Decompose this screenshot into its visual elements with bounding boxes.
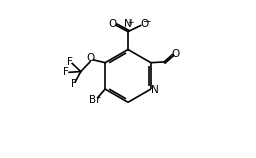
Text: Br: Br: [89, 95, 100, 105]
Text: N: N: [124, 19, 132, 30]
Text: O: O: [87, 53, 95, 63]
Text: −: −: [143, 17, 152, 27]
Text: F: F: [63, 67, 69, 77]
Text: F: F: [67, 57, 72, 67]
Text: N: N: [151, 85, 159, 95]
Text: +: +: [127, 18, 134, 27]
Text: O: O: [109, 19, 117, 29]
Text: O: O: [172, 49, 180, 59]
Text: O: O: [140, 19, 148, 29]
Text: F: F: [71, 79, 77, 89]
